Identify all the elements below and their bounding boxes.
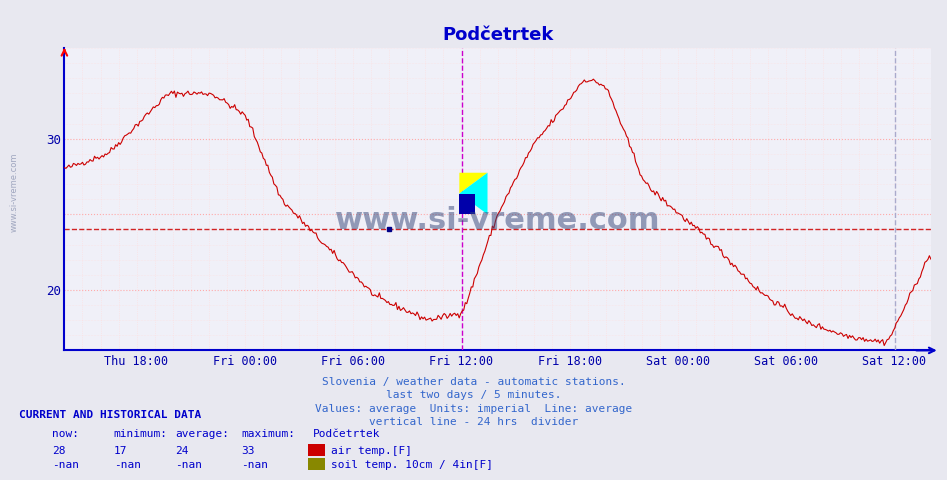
Text: 24: 24 — [175, 445, 188, 456]
Text: air temp.[F]: air temp.[F] — [331, 445, 413, 456]
Text: -nan: -nan — [114, 460, 141, 470]
Text: average:: average: — [175, 429, 229, 439]
Polygon shape — [459, 193, 474, 214]
Text: Values: average  Units: imperial  Line: average: Values: average Units: imperial Line: av… — [314, 404, 633, 414]
Text: now:: now: — [52, 429, 80, 439]
Text: 28: 28 — [52, 445, 65, 456]
Text: www.si-vreme.com: www.si-vreme.com — [9, 152, 19, 232]
Polygon shape — [459, 173, 488, 214]
Text: -nan: -nan — [241, 460, 269, 470]
Text: Slovenia / weather data - automatic stations.: Slovenia / weather data - automatic stat… — [322, 377, 625, 387]
Text: soil temp. 10cm / 4in[F]: soil temp. 10cm / 4in[F] — [331, 460, 493, 470]
Polygon shape — [459, 173, 488, 193]
Text: 17: 17 — [114, 445, 127, 456]
Text: vertical line - 24 hrs  divider: vertical line - 24 hrs divider — [369, 417, 578, 427]
Text: last two days / 5 minutes.: last two days / 5 minutes. — [385, 390, 562, 400]
Text: 33: 33 — [241, 445, 255, 456]
Text: www.si-vreme.com: www.si-vreme.com — [335, 206, 660, 235]
Text: maximum:: maximum: — [241, 429, 295, 439]
Text: -nan: -nan — [175, 460, 203, 470]
Text: -nan: -nan — [52, 460, 80, 470]
Text: minimum:: minimum: — [114, 429, 168, 439]
Text: CURRENT AND HISTORICAL DATA: CURRENT AND HISTORICAL DATA — [19, 409, 201, 420]
Text: Podčetrtek: Podčetrtek — [313, 429, 380, 439]
Title: Podčetrtek: Podčetrtek — [442, 25, 553, 44]
